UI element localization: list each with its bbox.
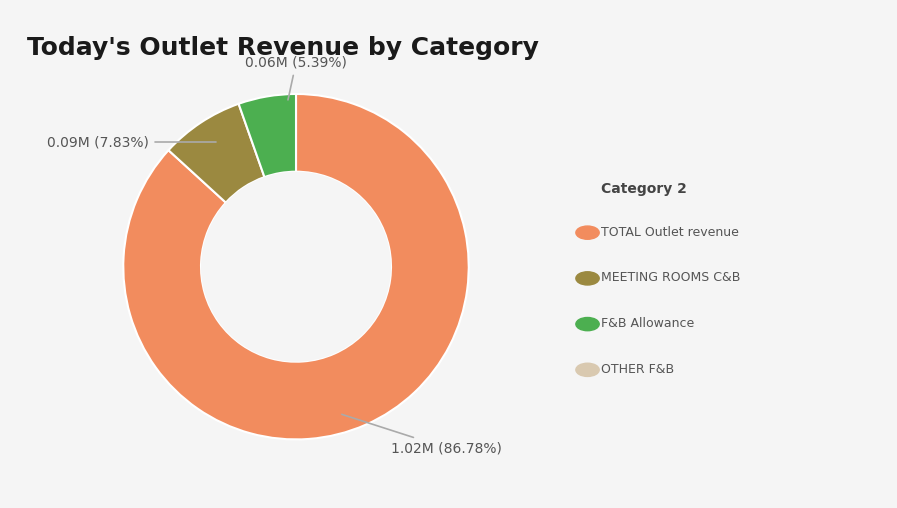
Text: TOTAL Outlet revenue: TOTAL Outlet revenue xyxy=(601,226,739,239)
Wedge shape xyxy=(169,104,265,203)
Wedge shape xyxy=(123,94,469,439)
Text: 0.09M (7.83%): 0.09M (7.83%) xyxy=(48,135,215,149)
Text: Today's Outlet Revenue by Category: Today's Outlet Revenue by Category xyxy=(27,36,539,59)
Text: 1.02M (86.78%): 1.02M (86.78%) xyxy=(342,415,502,455)
Text: F&B Allowance: F&B Allowance xyxy=(601,317,694,330)
Text: OTHER F&B: OTHER F&B xyxy=(601,363,675,376)
Circle shape xyxy=(201,172,391,362)
Text: Category 2: Category 2 xyxy=(601,182,687,196)
Text: 0.06M (5.39%): 0.06M (5.39%) xyxy=(245,56,347,100)
Text: MEETING ROOMS C&B: MEETING ROOMS C&B xyxy=(601,271,740,284)
Wedge shape xyxy=(239,94,296,177)
